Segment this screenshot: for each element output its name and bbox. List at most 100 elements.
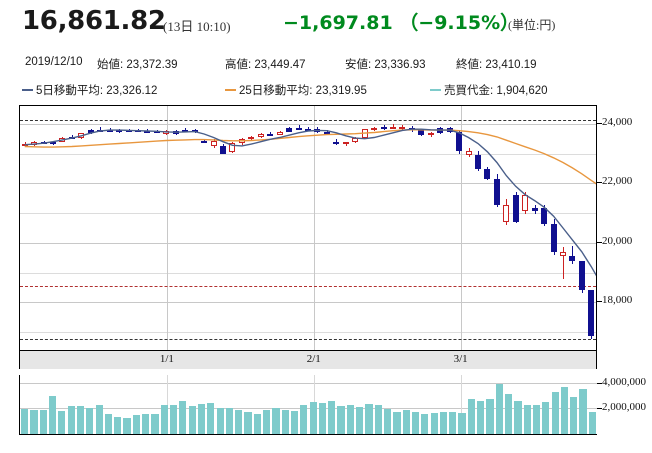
volume-bar [337,405,345,434]
chart-legend: 5日移動平均: 23,326.12 25日移動平均: 23,319.95 売買代… [0,82,652,102]
volume-bar [449,411,457,434]
volume-bar [384,409,392,434]
candle-wick [572,245,573,264]
volume-bar [142,414,150,434]
volume-bar [430,412,438,434]
volume-bar [551,391,559,434]
price-y-tick-label: 18,000 [602,294,633,307]
x-axis-band: 1/1 2/1 3/1 [19,351,597,369]
volume-bar [151,413,159,434]
candle-body [248,136,254,139]
price-change: −1,697.81 （−9.15%） [283,12,520,34]
ohlc-low: 安値: 23,336.93 [345,59,426,71]
volume-bar [505,394,513,434]
volume-bar [290,410,299,434]
volume-bar [21,409,29,434]
volume-bar [356,407,364,434]
candle-body [201,141,207,144]
price-y-tick-mark [597,182,602,184]
ma25-line-swatch-icon [225,89,236,91]
volume-bar [263,410,271,434]
volume-bar [439,412,448,434]
price-unit-label: (単位:円) [508,18,556,32]
candle-body [532,207,538,212]
volume-bar [58,410,66,434]
candle-body [588,289,594,337]
volume-bar [132,414,140,434]
volume-bar [486,399,494,434]
volume-y-tick-label: 4,000,000 [602,375,646,388]
candle-body [579,261,585,290]
price-chart[interactable] [19,105,597,351]
volume-bar [570,397,578,434]
price-gridline-minor [20,154,596,155]
volume-bar [216,407,224,434]
candle-body [211,141,217,147]
volume-bar [346,405,354,434]
volume-bar [523,404,531,434]
legend-ma5: 5日移動平均: 23,326.12 [22,82,157,98]
volume-bar [48,395,57,434]
candle-body [513,194,519,223]
volume-bar [411,411,420,434]
price-y-tick-mark [597,241,602,243]
volume-bar [123,418,131,434]
x-axis-tick-label: 2/1 [306,353,321,365]
volume-bar [39,409,47,434]
volume-bar [95,404,103,434]
price-gridline [20,183,596,184]
legend-volume-label: 売買代金: 1,904,620 [444,85,548,97]
ohlc-open: 始値: 23,372.39 [97,59,178,71]
volume-bar [477,400,485,434]
candle-body [371,128,377,131]
volume-gridline [20,408,597,409]
volume-bar [160,404,168,434]
candle-body [296,128,302,131]
volume-bar [318,402,327,434]
volume-chart[interactable] [19,375,597,435]
volume-bar [67,406,75,434]
volume-y-tick-mark [597,408,602,410]
volume-bar [542,401,550,434]
price-y-tick-label: 22,000 [602,175,633,188]
volume-bar [86,408,94,434]
candle-body [494,178,500,205]
volume-line-swatch-icon [430,89,441,91]
volume-bar [467,398,475,434]
volume-bar [179,401,187,434]
price-reference-line [20,120,596,121]
volume-bar [169,405,178,434]
price-y-tick-label: 20,000 [602,234,633,247]
candle-body [428,132,434,135]
volume-bar [104,413,113,434]
volume-bar [588,411,596,434]
volume-bar [458,412,466,434]
price-vertical-gridline [167,106,168,350]
candle-body [551,224,557,253]
price-gridline-minor [20,213,596,214]
price-reference-line [20,339,596,340]
candle-body [343,142,349,145]
volume-bar [30,410,38,434]
volume-vertical-gridline [461,375,462,434]
volume-bar [300,405,308,434]
volume-bar [328,400,336,434]
candle-body [503,204,509,223]
ohlc-date: 2019/12/10 [25,56,83,68]
price-gridline [20,124,596,125]
candle-body [305,128,311,131]
volume-bar [207,402,215,434]
candle-wick [100,127,101,131]
volume-bar [188,405,196,434]
ma5-line-swatch-icon [22,89,33,91]
candle-body [277,131,283,135]
ohlc-close: 終値: 23,410.19 [456,59,537,71]
price-y-tick-mark [597,301,602,303]
price-gridline-minor [20,332,596,333]
price-y-tick-label: 24,000 [602,115,633,128]
candle-body [267,133,273,136]
candle-body [484,169,490,179]
volume-bar [393,412,401,434]
volume-bar [309,401,317,434]
legend-ma25: 25日移動平均: 23,319.95 [225,82,367,98]
